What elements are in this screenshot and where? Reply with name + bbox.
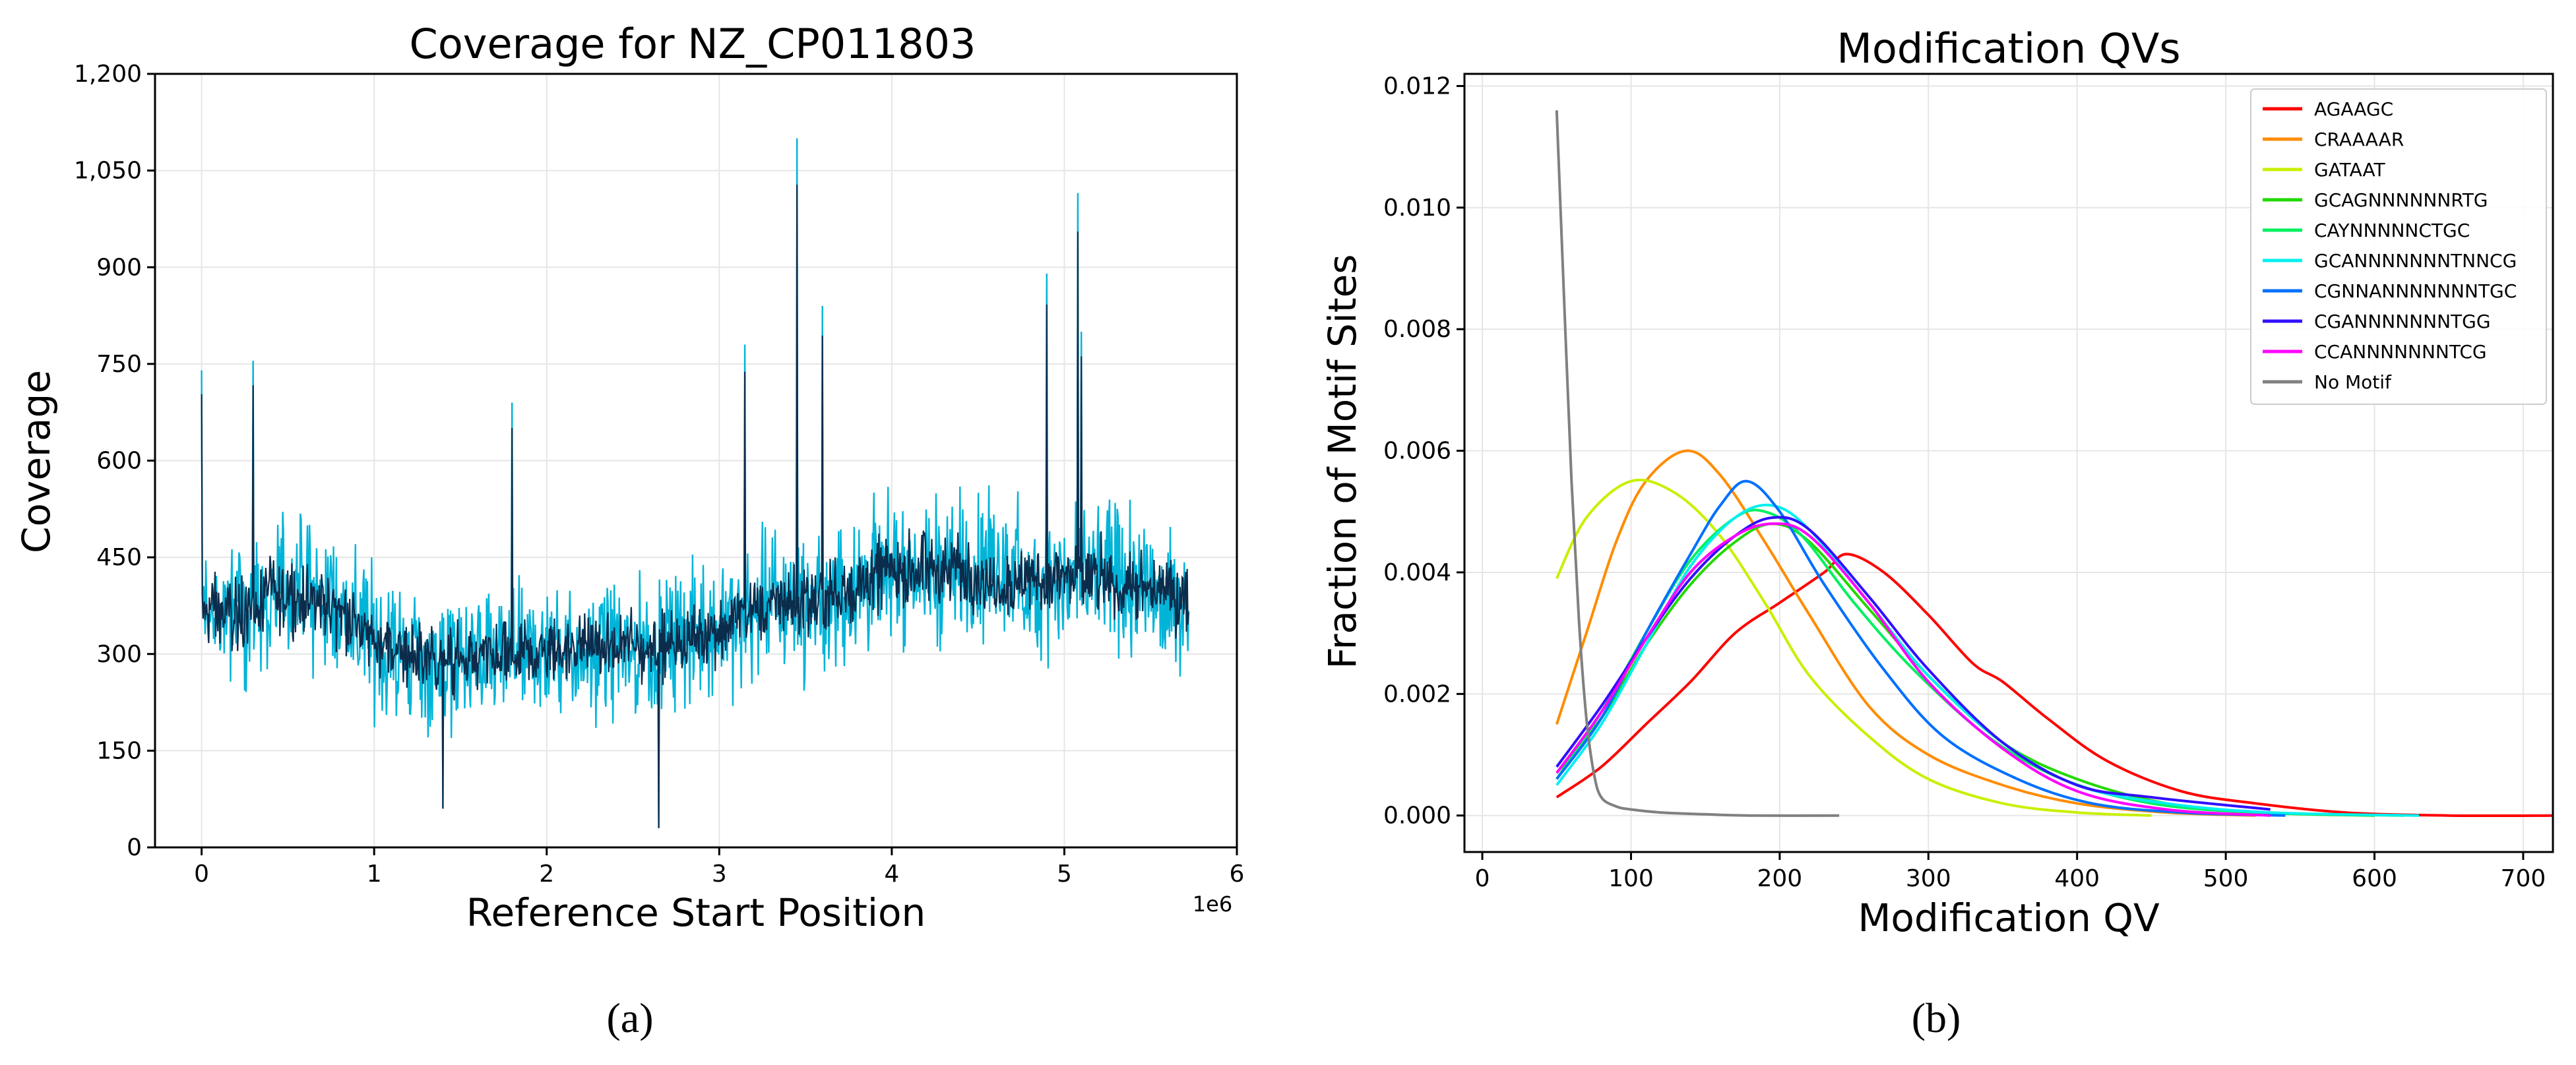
- y-tick-label: 0.010: [1383, 195, 1451, 222]
- coverage-chart: Coverage for NZ_CP011803 0 1 2 3 4 5 6 0 150 300 4…: [14, 20, 1244, 935]
- caption-a: (a): [606, 994, 653, 1041]
- y-tick-label: 1,200: [74, 61, 142, 88]
- legend-label: No Motif: [2314, 371, 2392, 393]
- y-tick-label: 1,050: [74, 158, 142, 185]
- legend-label: GCANNNNNNNTNNCG: [2314, 250, 2517, 272]
- x-tick-label: 5: [1057, 861, 1072, 888]
- coverage-series-dark: [201, 185, 1189, 828]
- series-line-agaagc: [1555, 553, 2554, 818]
- caption-b: (b): [1912, 994, 1961, 1041]
- x-tick-label: 4: [884, 861, 899, 888]
- x-tick-label: 100: [1608, 865, 1654, 892]
- legend-label: GATAAT: [2314, 159, 2386, 181]
- legend: AGAAGC CRAAAAR GATAAT GCAGNNNNNNRTG CAYNNNNN…: [2250, 88, 2547, 405]
- series-line-gcannnnnnntnncg: [1555, 503, 2420, 817]
- y-tick-label: 150: [96, 737, 142, 764]
- x-tick-label: 300: [1906, 865, 1951, 892]
- x-tick-label: 500: [2203, 865, 2249, 892]
- y-tick-label: 300: [96, 641, 142, 668]
- y-tick-label: 750: [96, 351, 142, 378]
- x-tick-label: 0: [194, 861, 209, 888]
- y-tick-label: 0: [127, 834, 142, 861]
- y-tick-label: 0.004: [1383, 559, 1451, 586]
- chart-title: Coverage for NZ_CP011803: [410, 20, 976, 68]
- plot-area: [201, 138, 1189, 828]
- x-tick-label: 1: [367, 861, 382, 888]
- x-tick-label: 0: [1475, 865, 1490, 892]
- legend-label: GCAGNNNNNNRTG: [2314, 189, 2488, 211]
- axis-ticks: 0 100 200 300 400 500 600 700 0.000 0.002 0.004 0.0…: [1383, 73, 2546, 892]
- y-tick-label: 0.000: [1383, 803, 1451, 830]
- modification-qv-chart: Modification QVs 0 100 200 300 400 500 600 7000…: [1320, 24, 2554, 940]
- series-line-gataat: [1555, 478, 2152, 817]
- series-line-cgnnannnnnnntgc: [1555, 479, 2286, 817]
- y-tick-label: 450: [96, 544, 142, 571]
- series-line-caynnnnnctgc: [1555, 508, 2404, 817]
- x-tick-label: 600: [2352, 865, 2397, 892]
- coverage-series-light: [201, 138, 1189, 828]
- series-line-no-motif: [1555, 110, 1840, 817]
- y-axis-label: Coverage: [14, 370, 59, 553]
- x-offset-label: 1e6: [1193, 892, 1232, 917]
- y-tick-label: 0.002: [1383, 681, 1451, 708]
- y-tick-label: 0.008: [1383, 316, 1451, 343]
- x-tick-label: 400: [2054, 865, 2100, 892]
- legend-label: CGANNNNNNNTGG: [2314, 311, 2491, 332]
- series-line-ccannnnnnntcg: [1555, 522, 2271, 817]
- x-tick-label: 2: [539, 861, 554, 888]
- axes-frame: [1463, 73, 2554, 853]
- y-tick-label: 600: [96, 448, 142, 475]
- legend-box: [2250, 88, 2547, 405]
- x-tick-label: 3: [712, 861, 727, 888]
- legend-label: CCANNNNNNNTCG: [2314, 341, 2487, 363]
- series-line-craaaar: [1555, 449, 2256, 817]
- y-axis-label: Fraction of Motif Sites: [1320, 254, 1365, 669]
- x-tick-label: 700: [2501, 865, 2546, 892]
- legend-label: CGNNANNNNNNNTGC: [2314, 280, 2517, 302]
- x-axis-label: Reference Start Position: [466, 890, 926, 935]
- x-axis-label: Modification QV: [1858, 896, 2160, 940]
- legend-label: CRAAAAR: [2314, 129, 2404, 150]
- legend-label: CAYNNNNNCTGC: [2314, 220, 2470, 241]
- plot-area: [1555, 110, 2554, 818]
- x-tick-label: 6: [1230, 861, 1245, 888]
- chart-title: Modification QVs: [1837, 24, 2180, 73]
- x-tick-label: 200: [1757, 865, 1803, 892]
- y-tick-label: 0.006: [1383, 438, 1451, 465]
- legend-label: AGAAGC: [2314, 98, 2393, 120]
- y-tick-label: 0.012: [1383, 73, 1451, 100]
- grid: [155, 73, 1238, 848]
- y-tick-label: 900: [96, 254, 142, 281]
- axis-ticks: 0 1 2 3 4 5 6 0 150 300 450 600 750 900 1,050 1,200: [74, 61, 1245, 888]
